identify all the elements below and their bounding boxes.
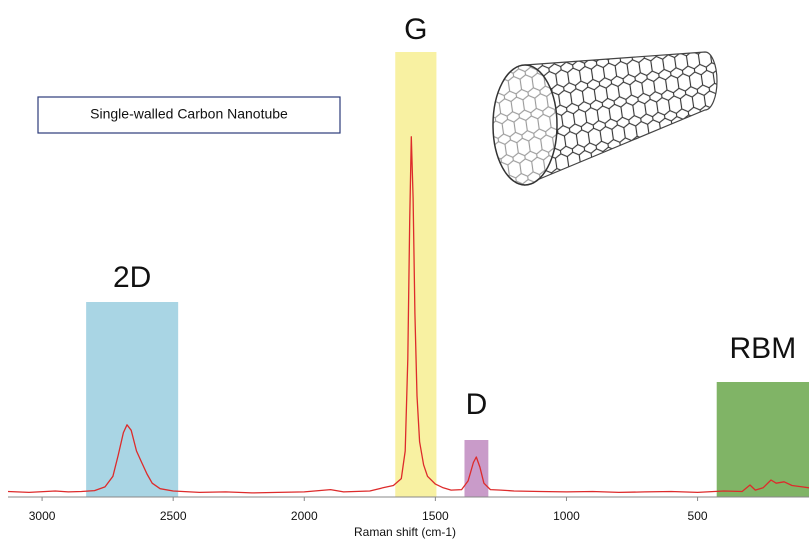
region-label: D [466,388,488,421]
x-tick-label: 2000 [291,509,318,523]
region-label: G [404,13,427,46]
spectrum-line [7,136,809,494]
region-label: RBM [730,332,797,365]
inset-box [37,96,341,134]
region-band [395,52,437,497]
x-tick-label: 1500 [422,509,449,523]
x-tick-label: 2500 [160,509,187,523]
inset-label: Single-walled Carbon Nanotube [90,106,288,122]
x-tick-label: 3000 [29,509,56,523]
x-axis-title: Raman shift (cm-1) [354,525,456,539]
region-band [86,302,179,497]
x-tick-label: 1000 [553,509,580,523]
x-tick-label: 500 [688,509,708,523]
region-band [464,440,489,497]
region-band [716,382,809,497]
region-label: 2D [113,261,151,294]
regions: 2D G D RBM [86,13,809,497]
nanotube-illustration [492,51,718,186]
ticks: 3000 2500 2000 1500 1000 500 [29,497,708,523]
